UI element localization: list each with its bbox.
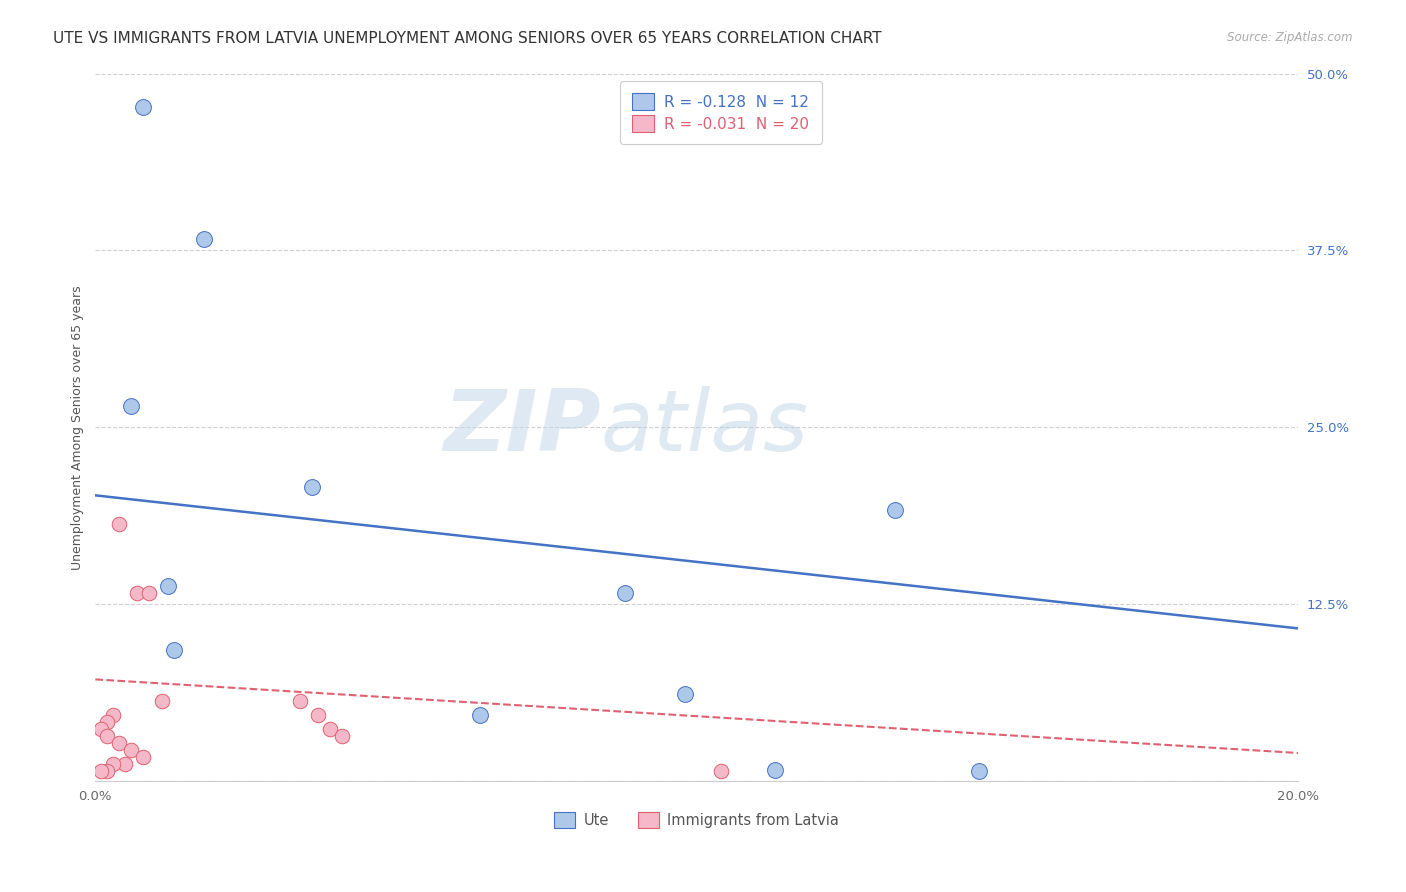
Point (103, 707, 125, 722)
Point (319, 722, 342, 736)
Point (156, 579, 179, 593)
Legend: Ute, Immigrants from Latvia: Ute, Immigrants from Latvia (548, 806, 845, 834)
Point (301, 480, 323, 494)
Point (127, 586, 149, 600)
Point (150, 693, 173, 707)
Point (120, 743, 142, 757)
Point (470, 707, 492, 722)
Point (103, 757, 125, 772)
Point (108, 516, 131, 531)
Point (710, 764, 733, 779)
Point (90, 722, 112, 736)
Point (96, 729, 118, 743)
Text: UTE VS IMMIGRANTS FROM LATVIA UNEMPLOYMENT AMONG SENIORS OVER 65 YEARS CORRELATI: UTE VS IMMIGRANTS FROM LATVIA UNEMPLOYME… (53, 31, 882, 46)
Point (193, 232, 215, 246)
Point (162, 642, 184, 657)
Point (138, 586, 160, 600)
Text: Source: ZipAtlas.com: Source: ZipAtlas.com (1227, 31, 1353, 45)
Point (132, 750, 155, 764)
Point (90, 764, 112, 779)
Point (132, 101, 155, 115)
Point (108, 736, 131, 750)
Point (763, 763, 786, 777)
Y-axis label: Unemployment Among Seniors over 65 years: Unemployment Among Seniors over 65 years (72, 285, 84, 570)
Point (288, 693, 311, 707)
Point (114, 757, 136, 772)
Point (330, 729, 353, 743)
Point (673, 687, 696, 701)
Point (613, 586, 636, 600)
Point (120, 399, 142, 413)
Text: atlas: atlas (600, 386, 808, 469)
Text: ZIP: ZIP (443, 386, 600, 469)
Point (96, 714, 118, 729)
Point (96, 764, 118, 779)
Point (307, 707, 329, 722)
Point (884, 502, 907, 516)
Point (969, 764, 991, 779)
